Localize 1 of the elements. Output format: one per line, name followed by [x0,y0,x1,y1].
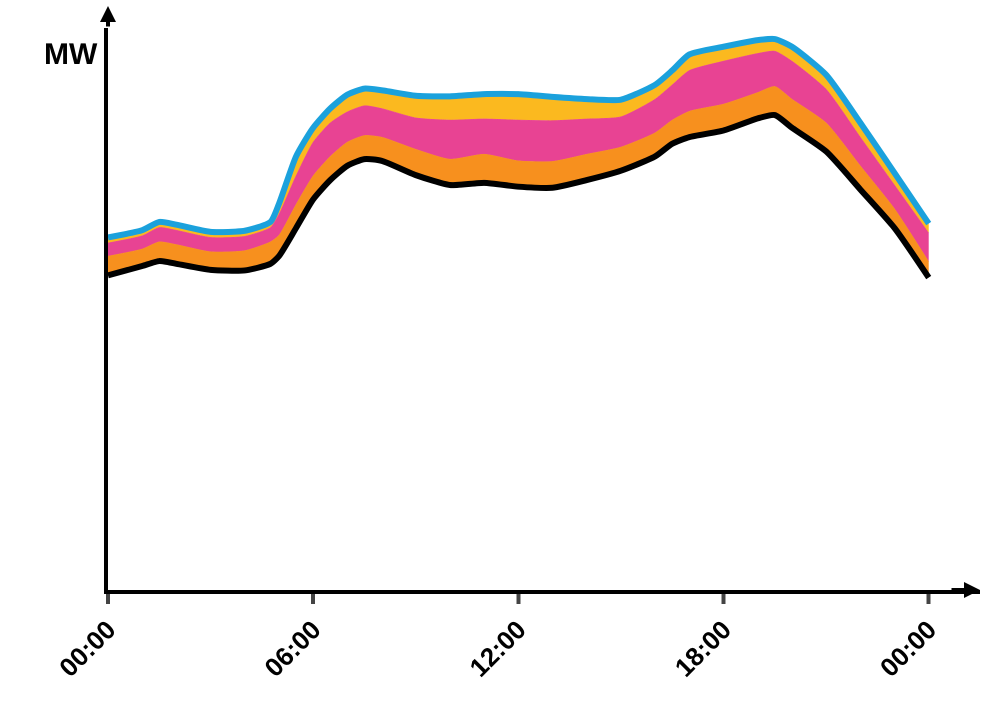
y-axis-title: MW [44,38,98,71]
